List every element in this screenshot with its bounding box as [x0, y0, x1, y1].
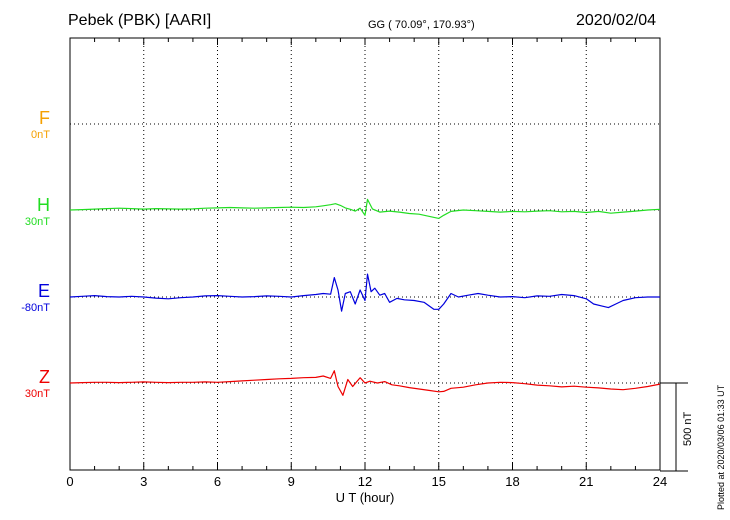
- label-z: Z 30nT: [25, 367, 50, 400]
- component-name-h: H: [37, 195, 50, 215]
- label-f: F 0nT: [31, 108, 50, 141]
- label-h: H 30nT: [25, 195, 50, 228]
- x-tick-label: 18: [505, 474, 519, 489]
- geographic-coordinates: GG ( 70.09°, 170.93°): [368, 19, 475, 31]
- x-tick-label: 3: [140, 474, 147, 489]
- component-name-z: Z: [39, 367, 50, 387]
- x-tick-label: 24: [653, 474, 667, 489]
- baseline-e: -80nT: [21, 302, 50, 314]
- scale-bar-label: 500 nT: [682, 411, 694, 446]
- component-name-f: F: [39, 108, 50, 128]
- baseline-z: 30nT: [24, 388, 50, 400]
- station-title: Pebek (PBK) [AARI]: [68, 12, 212, 29]
- series-line-z: [69, 370, 661, 396]
- series-line-h: [69, 198, 661, 219]
- plotted-timestamp: Plotted at 2020/03/06 01:33 UT: [716, 384, 726, 510]
- x-tick-label: 15: [432, 474, 446, 489]
- label-e: E -80nT: [21, 281, 50, 314]
- baseline-f: 0nT: [31, 129, 50, 141]
- x-tick-label: 0: [66, 474, 73, 489]
- x-tick-label: 21: [579, 474, 593, 489]
- x-tick-label: 9: [288, 474, 295, 489]
- chart-date: 2020/02/04: [576, 12, 657, 29]
- series-line-e: [69, 273, 660, 312]
- x-axis-label: U T (hour): [336, 490, 395, 505]
- component-name-e: E: [37, 281, 50, 301]
- baseline-h: 30nT: [24, 216, 50, 228]
- x-tick-label: 6: [214, 474, 221, 489]
- x-tick-label: 12: [358, 474, 372, 489]
